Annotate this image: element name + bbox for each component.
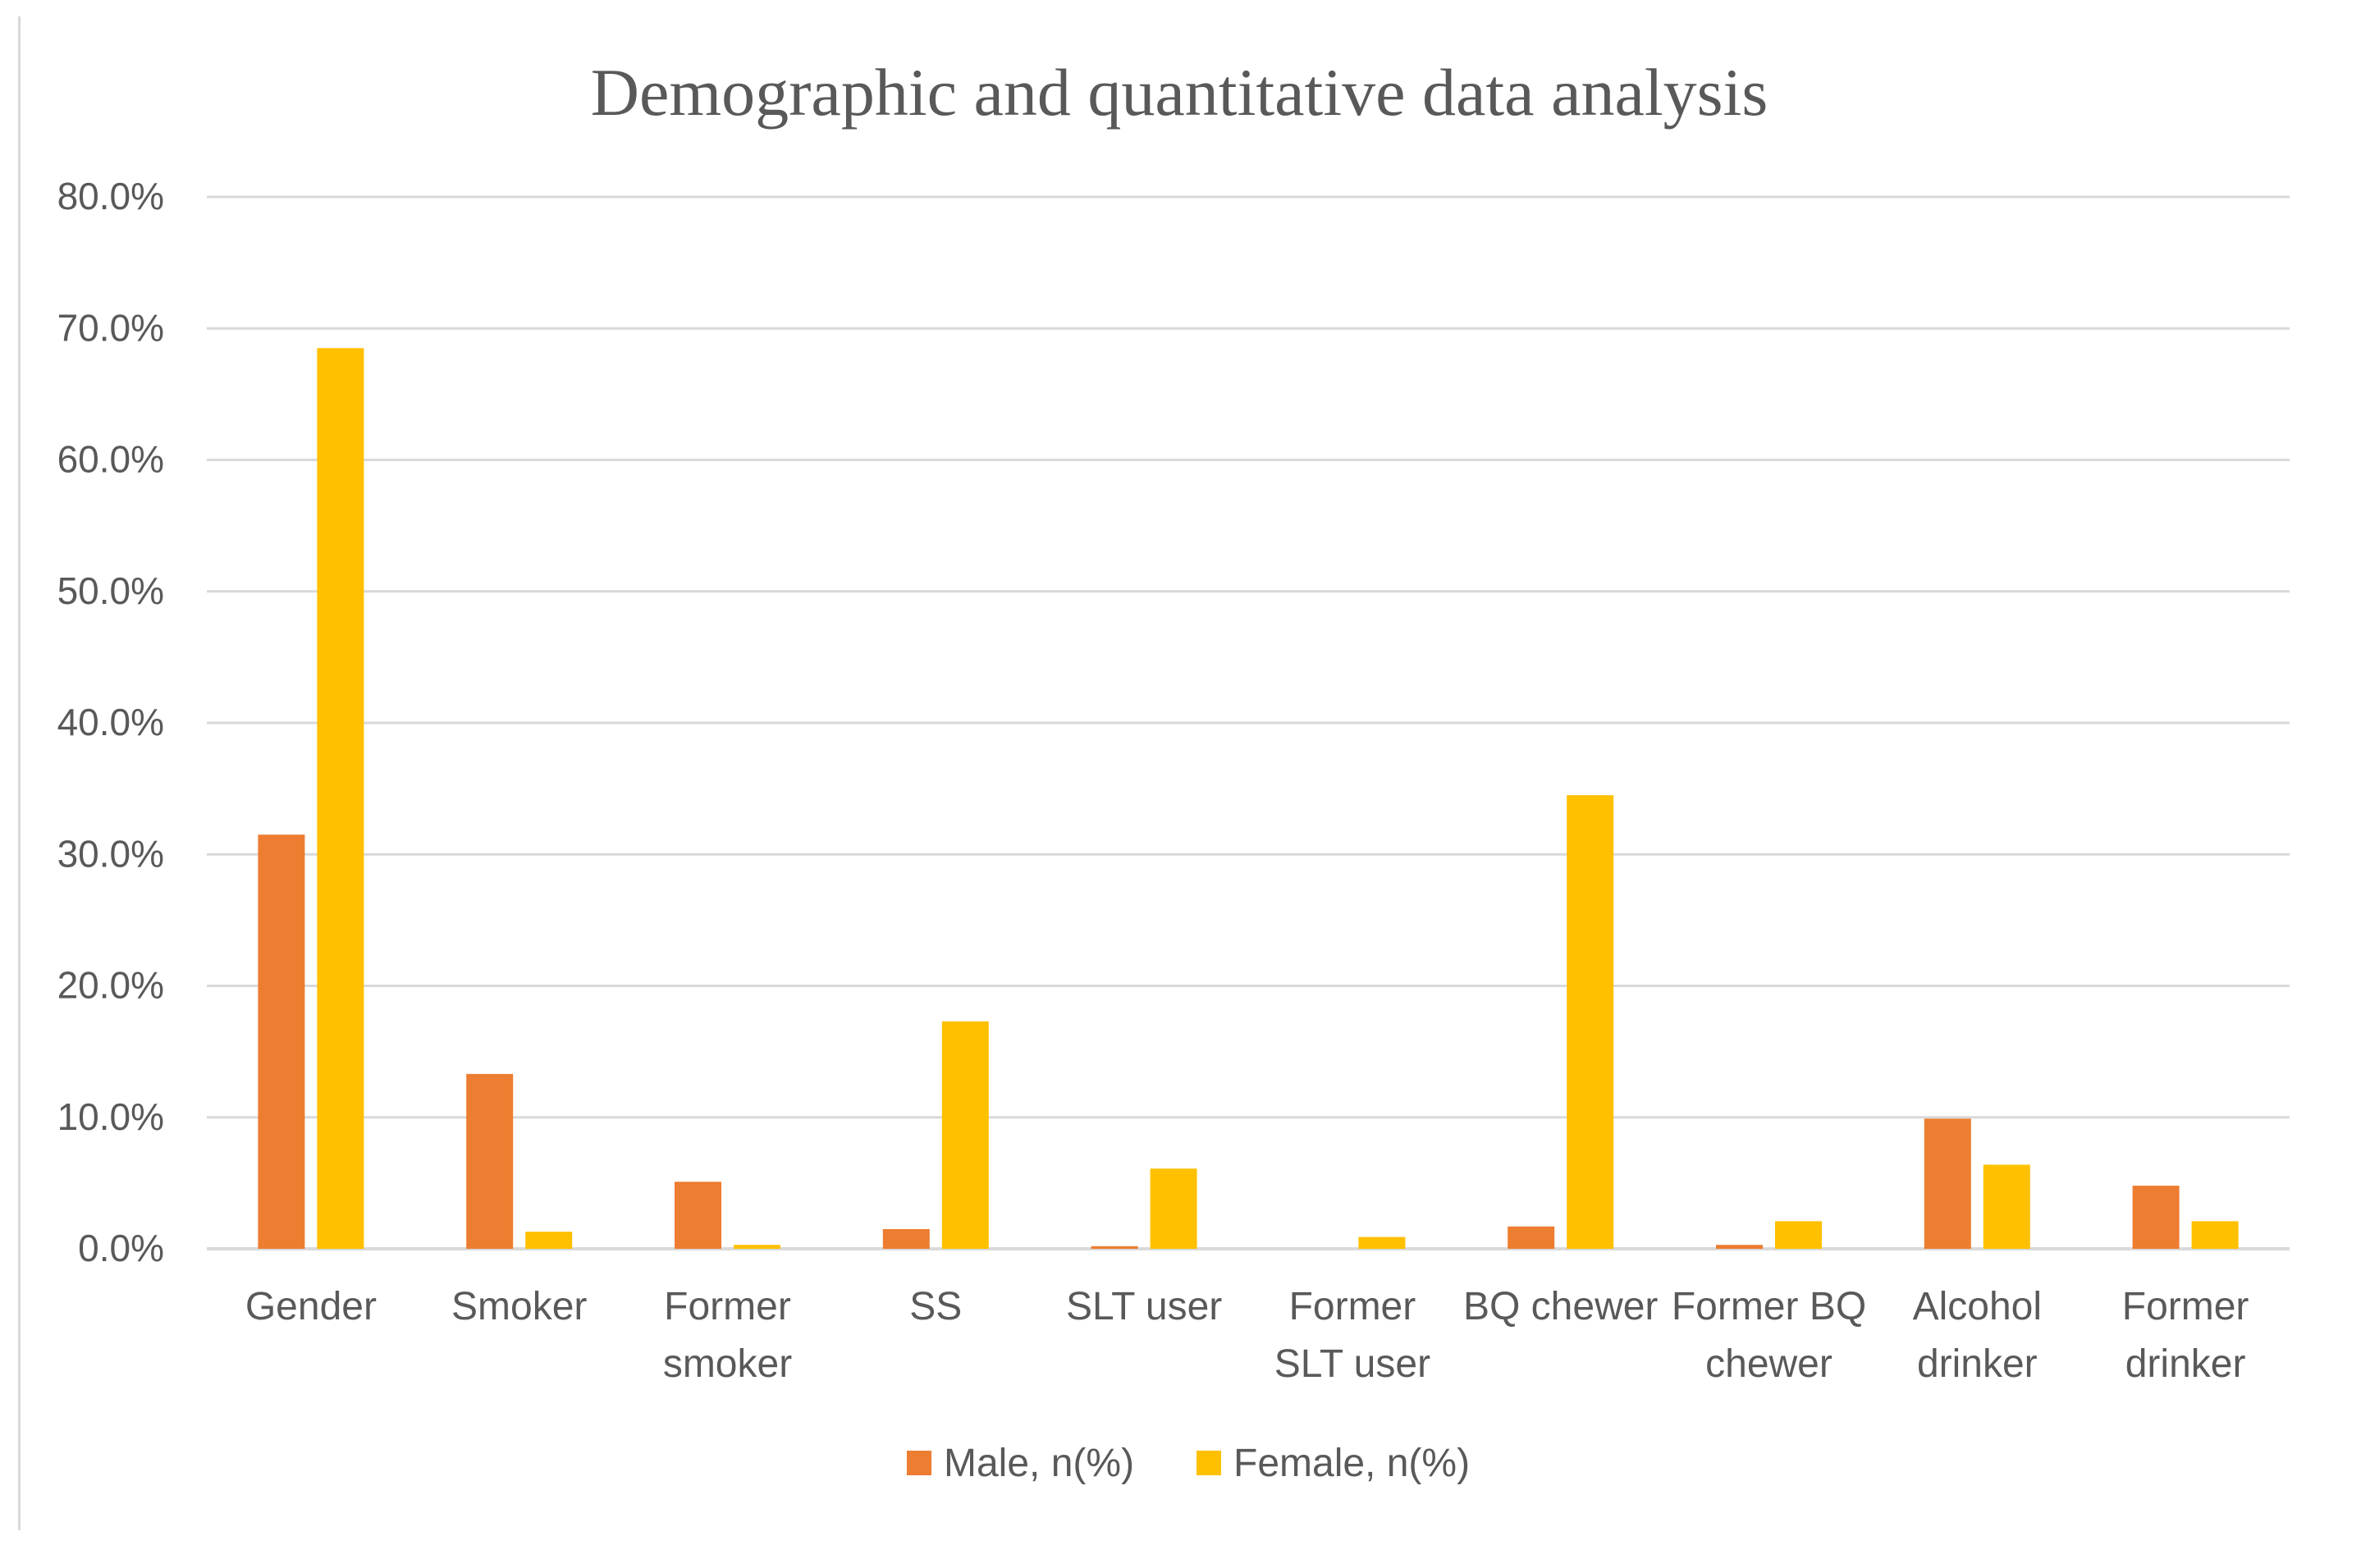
y-tick-label: 70.0% — [57, 306, 164, 349]
x-category-label: drinker — [2125, 1342, 2246, 1386]
x-category-label: BQ chewer — [1463, 1285, 1658, 1328]
bar-female — [1983, 1164, 2030, 1249]
y-tick-label: 60.0% — [57, 438, 164, 481]
bar-male — [2132, 1186, 2180, 1249]
legend-swatch — [1197, 1451, 1221, 1475]
bar-female — [1775, 1221, 1822, 1249]
legend-label[interactable]: Female, n(%) — [1233, 1442, 1470, 1485]
x-category-label: smoker — [663, 1342, 792, 1386]
y-tick-label: 30.0% — [57, 832, 164, 875]
bar-male — [1508, 1226, 1555, 1249]
legend-swatch — [907, 1451, 931, 1475]
legend[interactable]: Male, n(%) Female, n(%) — [907, 1442, 1470, 1485]
bar-male — [1716, 1245, 1763, 1249]
bar-female — [317, 348, 364, 1250]
bar-female — [1567, 795, 1614, 1249]
x-axis-labels: Gender Smoker Former smoker SS SLT user Former… — [245, 1285, 2249, 1386]
chart-border — [18, 16, 21, 1530]
bar-female — [1358, 1237, 1406, 1249]
legend-label[interactable]: Male, n(%) — [944, 1442, 1134, 1485]
y-tick-label: 40.0% — [57, 701, 164, 743]
x-category-label: Former — [1289, 1285, 1416, 1328]
bar-male — [675, 1182, 721, 1249]
bar-female — [1150, 1168, 1197, 1249]
x-category-label: Former BQ — [1672, 1285, 1866, 1328]
x-category-label: Gender — [245, 1285, 377, 1328]
x-category-label: chewer — [1705, 1342, 1833, 1386]
y-tick-label: 0.0% — [78, 1227, 164, 1269]
bars — [258, 348, 2239, 1250]
bar-male — [466, 1073, 514, 1249]
x-category-label: SLT user — [1066, 1285, 1222, 1328]
gridlines — [207, 195, 2290, 1250]
y-tick-label: 50.0% — [57, 569, 164, 612]
bar-female — [2191, 1221, 2239, 1249]
x-category-label: SLT user — [1274, 1342, 1430, 1386]
y-tick-label: 80.0% — [57, 175, 164, 217]
bar-male — [882, 1228, 930, 1249]
bar-female — [734, 1245, 780, 1249]
bar-male — [1091, 1246, 1138, 1249]
bar-male — [258, 834, 305, 1249]
x-category-label: Former — [664, 1285, 791, 1328]
bar-male — [1924, 1118, 1971, 1249]
chart-title: Demographic and quantitative data analys… — [591, 55, 1768, 130]
x-category-label: Former — [2122, 1285, 2249, 1328]
y-tick-label: 10.0% — [57, 1095, 164, 1138]
x-category-label: Smoker — [451, 1285, 587, 1328]
x-category-label: SS — [909, 1285, 962, 1328]
y-tick-label: 20.0% — [57, 964, 164, 1007]
x-category-label: drinker — [1917, 1342, 2038, 1386]
y-axis-ticks: 0.0% 10.0% 20.0% 30.0% 40.0% 50.0% 60.0% 70.0% 8… — [57, 175, 164, 1269]
bar-female — [941, 1021, 989, 1249]
bar-female — [525, 1232, 573, 1249]
x-category-label: Alcohol — [1913, 1285, 2042, 1328]
